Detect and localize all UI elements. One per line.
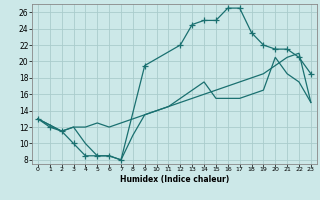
X-axis label: Humidex (Indice chaleur): Humidex (Indice chaleur) (120, 175, 229, 184)
